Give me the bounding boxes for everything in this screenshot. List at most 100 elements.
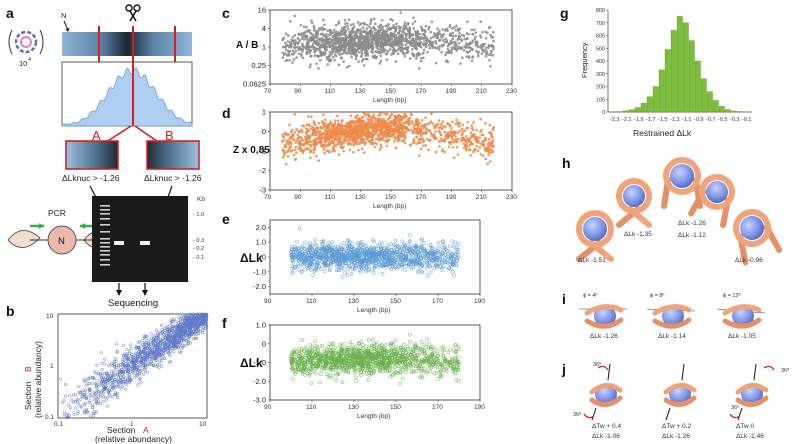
data-point [134, 352, 138, 356]
data-point [320, 45, 324, 49]
data-point [382, 134, 386, 138]
data-point [369, 132, 373, 135]
data-point [338, 33, 342, 37]
data-point [397, 130, 401, 133]
data-point [84, 383, 89, 387]
data-point [298, 141, 301, 145]
data-point [398, 125, 402, 128]
gel-band-a [114, 241, 124, 245]
data-point [434, 130, 438, 134]
data-point [458, 121, 462, 125]
data-point [464, 140, 468, 144]
data-point [384, 125, 387, 129]
data-point [321, 143, 325, 147]
data-point [79, 397, 83, 401]
data-point [433, 46, 436, 49]
data-point [449, 40, 453, 44]
data-point [315, 54, 319, 57]
data-point [281, 155, 285, 159]
data-point [312, 120, 316, 123]
data-point [186, 342, 190, 346]
data-point [393, 123, 397, 127]
data-point [156, 342, 161, 346]
data-point [395, 49, 399, 53]
data-point [319, 137, 323, 141]
data-point [402, 139, 406, 143]
sequencing-label: Sequencing [108, 298, 158, 309]
data-point [308, 124, 311, 128]
data-point [142, 351, 146, 355]
data-point [486, 31, 489, 35]
xtick-label: 190 [446, 194, 457, 201]
data-point [180, 320, 184, 324]
data-point [284, 145, 288, 149]
data-point [137, 364, 142, 368]
data-point [142, 342, 147, 346]
data-point [308, 38, 311, 41]
data-point [154, 343, 158, 348]
data-point [364, 40, 368, 44]
data-point [97, 390, 101, 394]
data-point [299, 136, 303, 140]
data-point [322, 18, 325, 22]
data-point [479, 44, 483, 47]
data-point [440, 43, 444, 47]
data-point [68, 394, 72, 398]
data-point [169, 336, 173, 340]
data-point [352, 141, 356, 145]
data-point [385, 29, 389, 33]
data-point [350, 49, 354, 53]
data-point [143, 356, 148, 360]
data-point [110, 378, 114, 382]
data-point [74, 406, 78, 410]
data-point [293, 14, 297, 18]
data-point [349, 114, 353, 118]
data-point [107, 363, 111, 367]
data-point [404, 113, 407, 116]
data-point [484, 157, 488, 161]
data-point [324, 48, 327, 52]
data-point [157, 333, 161, 337]
panel-b: b 10 1 0.1 0.1 1 10 Section B (relative … [6, 303, 209, 444]
data-point [441, 38, 445, 42]
ladder-band [100, 231, 110, 233]
data-point [172, 317, 176, 321]
data-point [155, 336, 159, 340]
data-point [425, 38, 429, 42]
data-point [293, 131, 297, 134]
data-point [446, 121, 449, 125]
data-point [404, 130, 408, 134]
data-point [180, 340, 184, 344]
data-point [396, 139, 400, 142]
data-point [389, 123, 392, 127]
data-point [374, 132, 377, 135]
data-point [193, 332, 197, 336]
data-point [314, 126, 318, 130]
data-point [413, 20, 417, 23]
data-point [171, 325, 175, 330]
data-point [175, 328, 179, 332]
data-point [403, 136, 407, 140]
data-point [338, 41, 342, 45]
data-point [369, 125, 372, 129]
data-point [328, 42, 332, 45]
data-point [188, 322, 192, 326]
data-point [368, 25, 371, 29]
data-point [468, 143, 472, 147]
data-point [333, 119, 337, 122]
data-point [146, 351, 150, 355]
data-point [357, 148, 360, 152]
data-point [102, 387, 106, 391]
data-point [138, 376, 142, 381]
data-point [176, 331, 180, 335]
data-point [445, 27, 449, 31]
data-point [167, 340, 171, 344]
data-point [429, 120, 433, 124]
data-point [405, 39, 408, 42]
ytick-label: -3 [259, 186, 266, 195]
data-point [309, 140, 313, 144]
xtick-label: 230 [506, 194, 517, 201]
data-point [185, 339, 189, 343]
data-point [422, 28, 426, 32]
data-point [173, 331, 177, 335]
